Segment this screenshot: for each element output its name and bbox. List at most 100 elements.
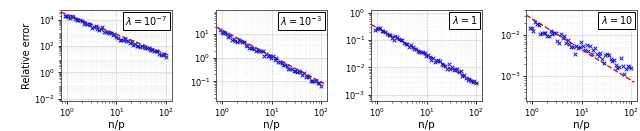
Point [275, 61, 285, 63]
Point [593, 55, 604, 57]
Point [597, 58, 607, 60]
Point [84, 23, 94, 25]
Point [220, 32, 230, 34]
Point [621, 68, 631, 70]
Point [74, 19, 84, 21]
Point [227, 39, 237, 41]
Point [111, 36, 122, 38]
Point [142, 47, 152, 49]
Point [466, 80, 476, 82]
Point [457, 75, 467, 77]
Point [264, 55, 275, 57]
Point [237, 41, 247, 43]
Point [471, 82, 481, 84]
Point [544, 35, 554, 37]
Point [68, 16, 79, 18]
Point [122, 40, 132, 42]
Point [585, 45, 595, 47]
Point [554, 42, 564, 44]
Point [92, 28, 102, 30]
Point [154, 53, 164, 55]
X-axis label: n/p: n/p [418, 120, 435, 130]
Point [67, 15, 77, 17]
Point [530, 21, 540, 23]
Point [120, 38, 130, 40]
Point [375, 27, 385, 29]
Point [575, 46, 585, 48]
Point [528, 29, 538, 32]
Point [239, 41, 249, 43]
Point [256, 50, 266, 53]
Point [161, 56, 171, 58]
Point [409, 48, 419, 50]
Point [614, 66, 624, 68]
Point [590, 47, 600, 49]
Point [287, 68, 297, 70]
Point [609, 59, 619, 61]
Point [251, 50, 261, 52]
Point [566, 46, 576, 48]
Point [583, 50, 593, 52]
Point [149, 50, 159, 52]
Point [232, 41, 242, 43]
Point [406, 43, 416, 46]
Point [130, 43, 140, 45]
Point [436, 63, 447, 65]
Point [305, 80, 316, 82]
Point [561, 42, 571, 44]
Point [218, 32, 228, 34]
Point [72, 19, 82, 21]
Point [266, 57, 276, 59]
Point [462, 78, 472, 81]
Point [449, 69, 459, 71]
Point [385, 34, 396, 36]
Point [246, 47, 256, 49]
Point [442, 68, 452, 70]
X-axis label: n/p: n/p [108, 120, 125, 130]
Point [418, 51, 428, 53]
Text: $\lambda = 10$: $\lambda = 10$ [600, 14, 632, 26]
Point [404, 46, 414, 48]
Point [570, 53, 580, 55]
Point [228, 38, 239, 40]
Point [85, 24, 95, 26]
Point [132, 45, 142, 47]
Point [284, 68, 294, 70]
Point [150, 50, 161, 52]
Point [454, 71, 464, 73]
Point [109, 33, 120, 35]
Point [257, 50, 268, 52]
Point [401, 43, 411, 45]
Point [61, 15, 72, 17]
Point [99, 31, 109, 33]
Point [249, 48, 259, 50]
Point [390, 35, 401, 37]
Point [394, 38, 404, 40]
Point [312, 82, 323, 84]
Point [278, 64, 289, 66]
X-axis label: n/p: n/p [263, 120, 280, 130]
Point [525, 27, 535, 29]
Point [438, 64, 449, 66]
Point [80, 22, 90, 24]
Point [387, 37, 397, 39]
Point [431, 60, 442, 62]
Point [268, 55, 278, 57]
Point [571, 45, 581, 47]
Point [102, 31, 113, 34]
Text: $\lambda = 10^{-3}$: $\lambda = 10^{-3}$ [280, 14, 322, 28]
Point [280, 64, 290, 66]
Point [216, 31, 227, 33]
Point [252, 49, 262, 51]
Point [456, 70, 466, 72]
Point [116, 39, 127, 41]
Point [619, 73, 629, 75]
Point [464, 78, 474, 80]
Point [230, 40, 241, 42]
Point [588, 49, 598, 51]
Point [156, 54, 166, 56]
Point [108, 34, 118, 36]
Point [533, 24, 543, 26]
Point [94, 29, 104, 31]
Point [70, 18, 80, 20]
